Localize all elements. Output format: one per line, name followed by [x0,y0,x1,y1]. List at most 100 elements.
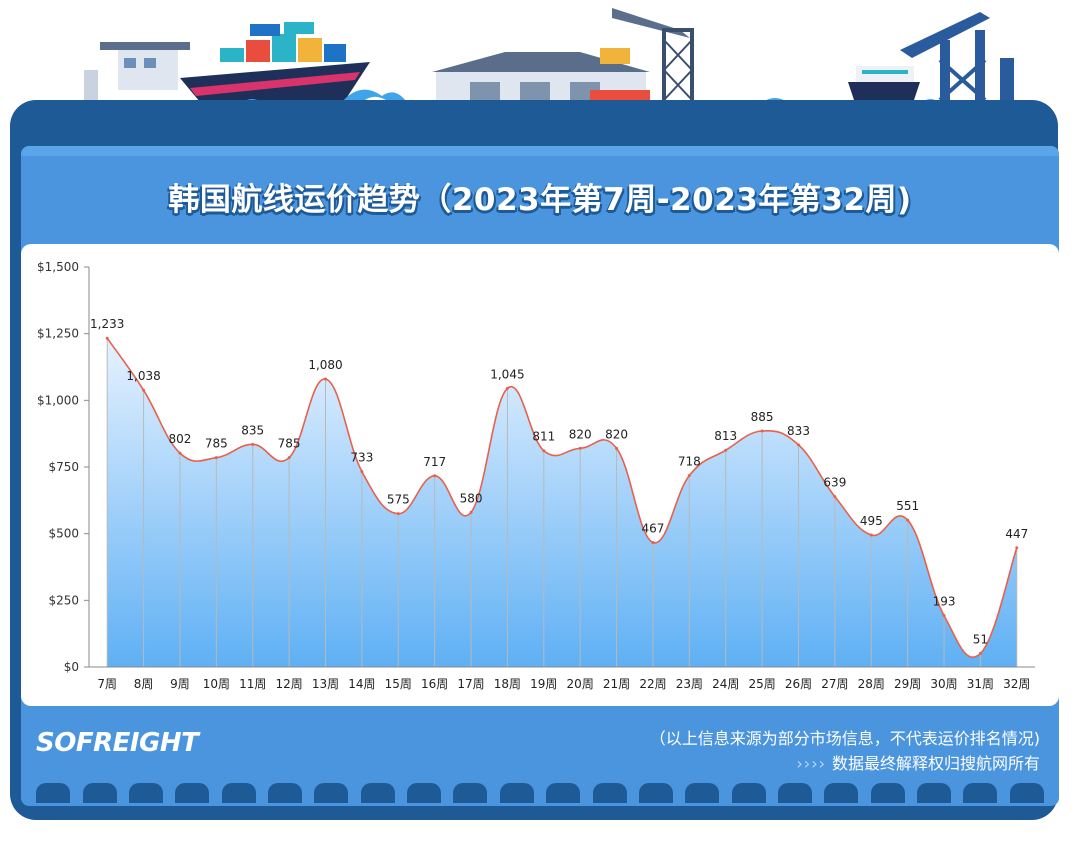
x-tick-label: 14周 [348,677,375,691]
warehouse-icon [432,48,650,102]
decoration-tooth [685,783,720,803]
decoration-tooth [592,783,627,803]
x-tick-label: 24周 [712,677,739,691]
x-tick-label: 23周 [676,677,703,691]
decoration-tooth [314,783,349,803]
data-label: 717 [423,455,446,469]
data-point [651,540,655,544]
x-tick-label: 15周 [385,677,412,691]
x-tick-label: 20周 [567,677,594,691]
copyright-line: ›››› 数据最终解释权归搜航网所有 [796,750,1040,774]
chevrons-icon: ›››› [796,754,826,773]
data-label: 718 [678,455,701,469]
decoration-tooth [407,783,442,803]
x-tick-label: 16周 [421,677,448,691]
decoration-tooth [870,783,905,803]
y-tick-label: $1,500 [37,260,79,274]
data-label: 467 [642,521,665,535]
title-bar: 韩国航线运价趋势（2023年第7周-2023年第32周) [0,176,1080,224]
data-point [978,651,982,655]
x-tick-label: 31周 [967,677,994,691]
data-point [142,388,146,392]
decoration-tooth [824,783,859,803]
data-label: 495 [860,514,883,528]
decoration-tooth [128,783,163,803]
chart-title: 韩国航线运价趋势（2023年第7周-2023年第32周) [168,182,912,218]
data-label: 551 [896,499,919,513]
port-illustration [84,8,1014,110]
data-point [433,474,437,478]
data-label: 820 [569,427,592,441]
data-point [287,456,291,460]
decoration-tooth [82,783,117,803]
data-point [724,448,728,452]
data-label: 575 [387,493,410,507]
data-label: 813 [714,429,737,443]
decoration-tooth [453,783,488,803]
data-label: 639 [823,476,846,490]
data-point [760,429,764,433]
decoration-tooth [638,783,673,803]
panel-stripe [21,146,1059,156]
data-label: 833 [787,424,810,438]
data-label: 580 [460,491,483,505]
data-point [578,446,582,450]
x-tick-label: 9周 [170,677,190,691]
data-label: 447 [1005,527,1028,541]
data-point [687,474,691,478]
x-tick-label: 8周 [134,677,154,691]
data-label: 785 [205,437,228,451]
y-tick-label: $0 [64,660,79,674]
data-point [542,449,546,453]
x-tick-label: 28周 [858,677,885,691]
data-label: 835 [241,423,264,437]
decoration-tooth [36,783,71,803]
data-point [105,336,109,340]
y-tick-label: $1,000 [37,393,79,407]
decoration-tooth [175,783,210,803]
area-fill [107,338,1017,667]
x-tick-label: 18周 [494,677,521,691]
x-tick-label: 10周 [203,677,230,691]
decoration-tooth [917,783,952,803]
x-tick-label: 19周 [530,677,557,691]
copyright-text: 数据最终解释权归搜航网所有 [831,754,1040,773]
x-tick-label: 27周 [821,677,848,691]
crane-icon-left [84,42,190,105]
x-tick-label: 29周 [894,677,921,691]
data-point [251,442,255,446]
decoration-tooth [778,783,812,803]
data-point [505,386,509,390]
data-point [615,446,619,450]
decoration-tooth [221,783,256,803]
y-tick-label: $250 [48,593,79,607]
x-tick-label: 17周 [457,677,484,691]
data-point [906,518,910,522]
data-label: 51 [973,632,988,646]
data-point [469,510,473,514]
x-tick-label: 32周 [1003,677,1030,691]
data-label: 885 [751,410,774,424]
decoration-tooth [268,783,302,803]
data-label: 1,038 [126,369,160,383]
data-label: 1,080 [308,358,342,372]
chart-card: $0 $250 $500 $750 $1,000 $1,250 $1,500 1,233 7周 1… [21,244,1059,706]
y-tick-label: $500 [48,527,79,541]
harbor-crane-icon-right [900,12,1014,106]
data-point [178,451,182,455]
x-tick-label: 21周 [603,677,630,691]
decoration-tooth [1009,783,1044,803]
x-tick-label: 22周 [639,677,666,691]
x-tick-label: 12周 [275,677,302,691]
decoration-tooth [546,783,581,803]
data-label: 1,233 [90,317,124,331]
data-point [396,512,400,516]
data-point [942,614,946,618]
data-point [833,495,837,499]
x-tick-label: 26周 [785,677,812,691]
data-label: 733 [350,451,373,465]
data-label: 193 [933,595,956,609]
bottom-decoration [30,783,1050,803]
x-tick-label: 11周 [239,677,266,691]
